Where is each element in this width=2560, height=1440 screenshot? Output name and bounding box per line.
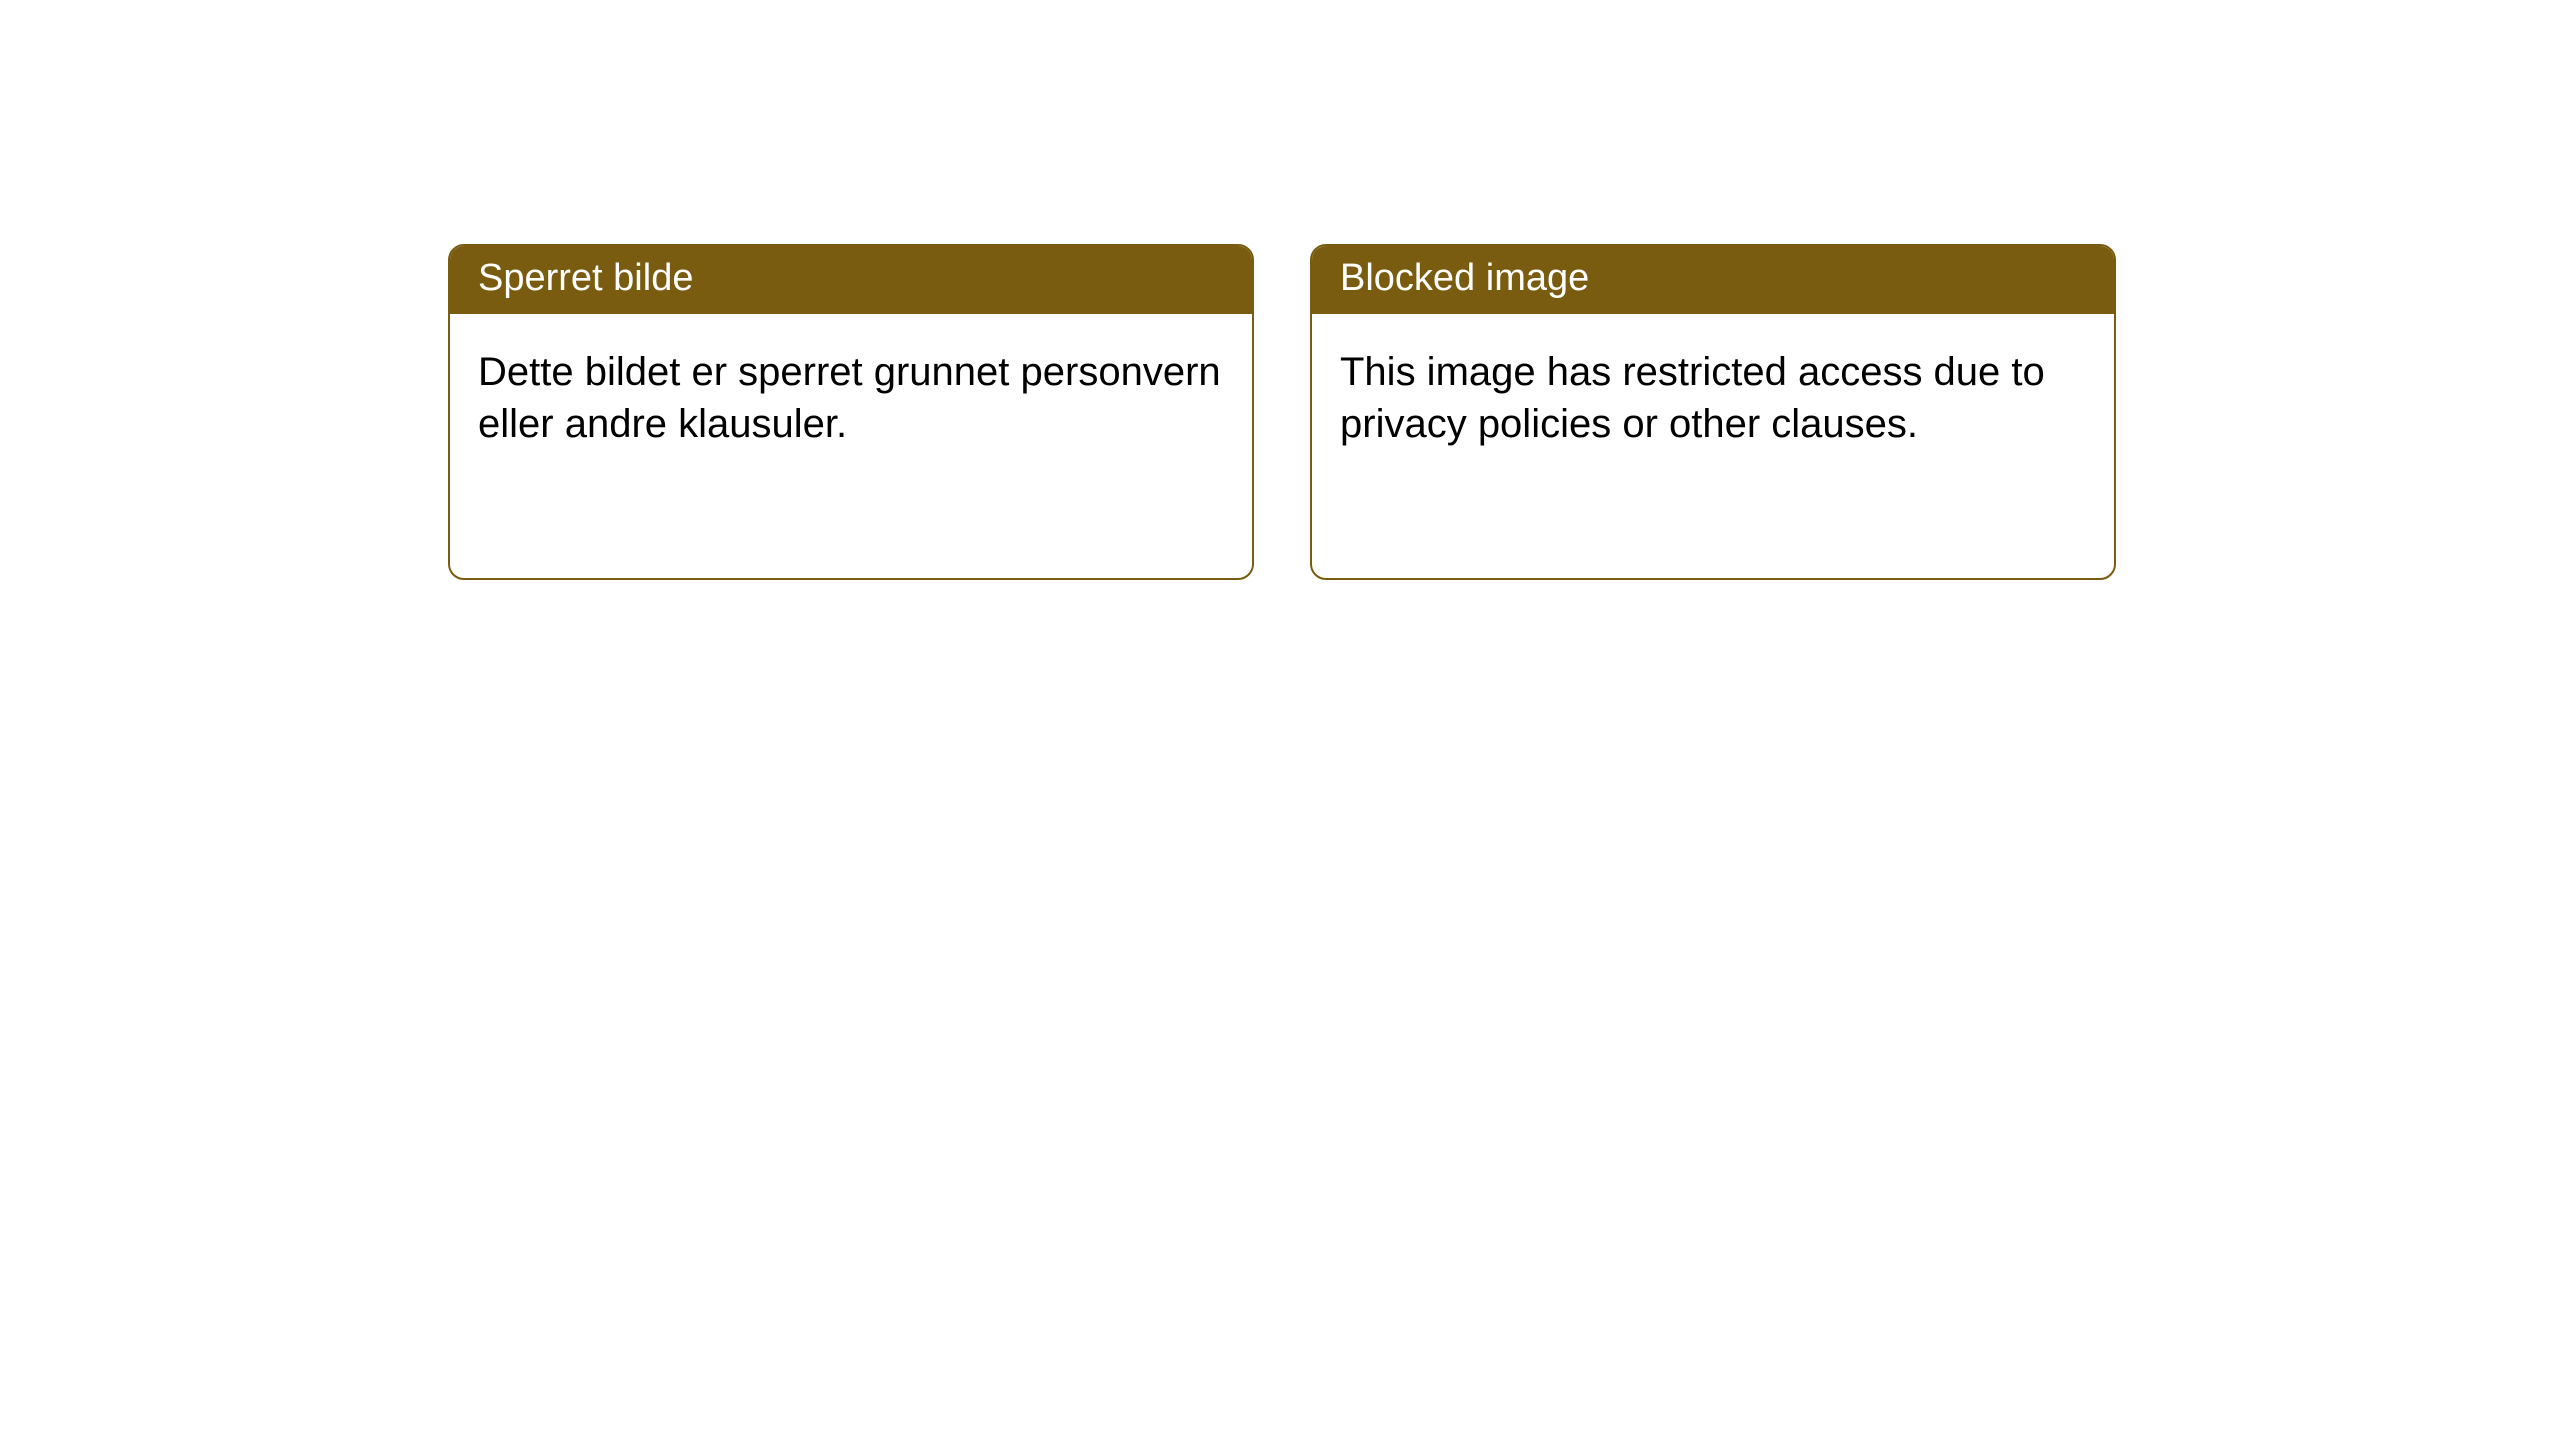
notice-card-title: Sperret bilde (450, 246, 1252, 314)
notice-card-no: Sperret bilde Dette bildet er sperret gr… (448, 244, 1254, 580)
notice-card-en: Blocked image This image has restricted … (1310, 244, 2116, 580)
notice-card-title: Blocked image (1312, 246, 2114, 314)
notice-card-body: This image has restricted access due to … (1312, 314, 2114, 484)
notice-container: Sperret bilde Dette bildet er sperret gr… (0, 0, 2560, 580)
notice-card-body: Dette bildet er sperret grunnet personve… (450, 314, 1252, 484)
